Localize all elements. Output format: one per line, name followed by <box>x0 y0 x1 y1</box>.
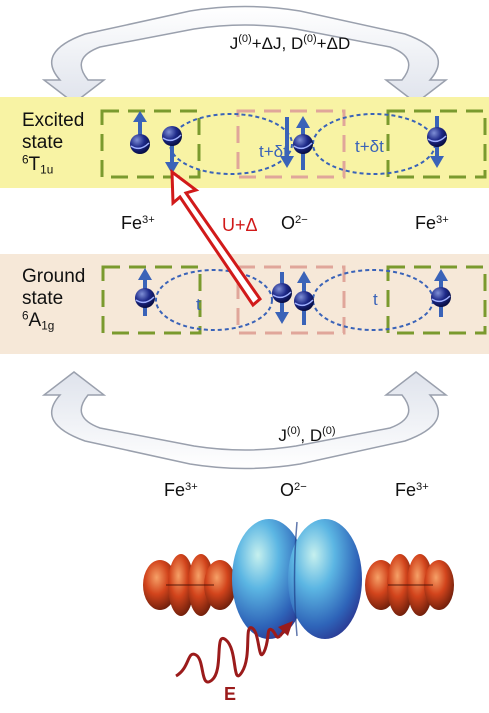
field-label: E <box>224 684 237 704</box>
ground-electron-fe-left <box>135 268 155 316</box>
ground-hop-label-left: t <box>196 295 201 314</box>
excited-electron-fe-left-up <box>130 111 150 154</box>
top-curved-arrow <box>41 5 449 104</box>
excited-state-label: Excited state 6T1u <box>22 110 84 176</box>
excited-state-symbol: 6T1u <box>22 153 54 177</box>
orbital-label-fe-right: Fe3+ <box>395 480 429 500</box>
charge-transfer-arrow <box>170 168 263 308</box>
excited-hopping-loop-left <box>169 113 293 175</box>
ground-fe-box-right <box>386 265 487 335</box>
bottom-curved-arrow <box>41 371 449 470</box>
ground-state-label: Ground state 6A1g <box>22 266 85 332</box>
ground-fe-box-left <box>101 265 202 335</box>
ground-site-boxes <box>101 265 487 335</box>
excited-state-line1: Excited <box>22 110 85 131</box>
top-arrow-label: J(0)+ΔJ, D(0)+ΔD <box>230 33 350 53</box>
excited-fe-box-right <box>386 109 487 179</box>
excited-fe-box-left <box>100 109 201 179</box>
ground-state-line2: state <box>22 288 64 309</box>
excited-site-boxes <box>100 109 487 179</box>
ground-state-band <box>0 254 489 354</box>
ground-hop-label-right: t <box>373 290 378 309</box>
ion-label-o: O2− <box>281 213 308 233</box>
bottom-arrow-label: J(0), D(0) <box>278 425 335 445</box>
orbital-label-o: O2− <box>280 480 307 500</box>
ground-state-line1: Ground <box>22 266 86 287</box>
fe-orbital-left <box>143 554 236 616</box>
excited-o-box <box>236 109 346 179</box>
transition-label: U+Δ <box>222 215 258 235</box>
excited-electron-fe-right <box>427 116 447 168</box>
fe-orbital-right <box>365 554 454 616</box>
ground-electron-o-down <box>272 272 292 324</box>
excited-electron-o-up <box>293 116 313 170</box>
ground-state-symbol: 6A1g <box>22 309 55 333</box>
o-orbital <box>232 519 362 639</box>
excited-hop-label-right: t+δt <box>355 137 384 156</box>
ground-electron-o-up <box>294 271 314 325</box>
ion-label-fe-right: Fe3+ <box>415 213 449 233</box>
ground-o-box <box>236 265 346 335</box>
excited-electron-o-down <box>280 117 294 168</box>
ion-label-fe-left: Fe3+ <box>121 213 155 233</box>
light-wave <box>175 621 293 684</box>
orbital-label-fe-left: Fe3+ <box>164 480 198 500</box>
excited-state-line2: state <box>22 132 64 153</box>
excited-electron-fe-left-down <box>162 126 182 174</box>
ground-electron-fe-right <box>431 269 451 317</box>
ground-hopping-loop-left <box>155 269 273 331</box>
